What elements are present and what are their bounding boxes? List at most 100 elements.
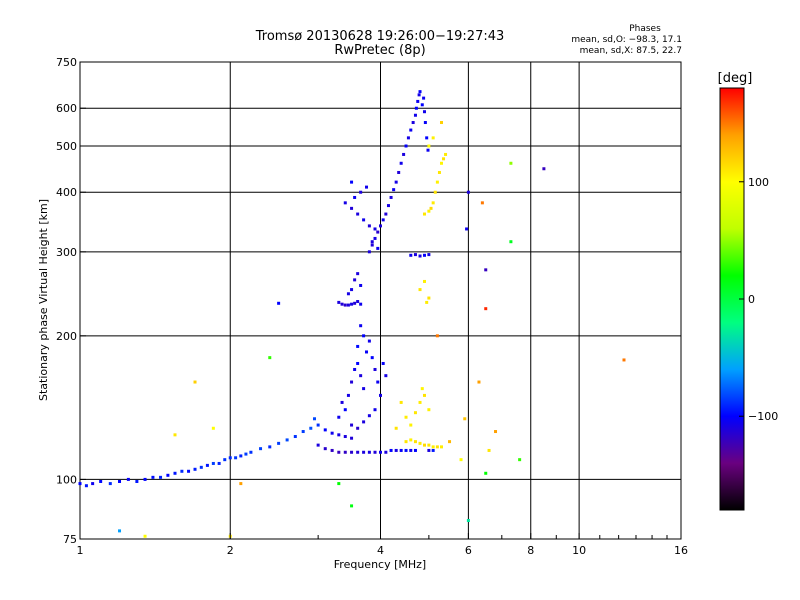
data-point — [373, 367, 377, 371]
data-point — [406, 136, 410, 140]
data-point — [542, 167, 546, 171]
data-point — [427, 408, 431, 412]
data-point — [356, 361, 360, 365]
data-point — [384, 374, 388, 378]
data-point — [367, 450, 371, 454]
chart-title: Tromsø 20130628 19:26:00−19:27:43 — [255, 29, 505, 44]
data-point — [394, 180, 398, 184]
data-point — [143, 534, 147, 538]
data-point — [420, 387, 424, 391]
data-point — [411, 121, 415, 125]
data-point — [463, 417, 467, 421]
data-point — [359, 190, 363, 194]
data-point — [173, 471, 177, 475]
data-point — [211, 426, 215, 430]
data-point — [373, 236, 377, 240]
data-point — [356, 272, 360, 276]
data-point — [199, 465, 203, 469]
data-point — [367, 250, 371, 254]
data-point — [392, 188, 396, 192]
data-point — [337, 482, 341, 486]
data-point — [399, 400, 403, 404]
data-point — [353, 367, 357, 371]
data-point — [389, 195, 393, 199]
data-point — [350, 288, 354, 292]
data-point — [268, 445, 272, 449]
y-tick-label: 100 — [56, 473, 77, 486]
data-point — [427, 448, 431, 452]
data-point — [440, 161, 444, 165]
data-point — [350, 436, 354, 440]
data-point — [384, 212, 388, 216]
data-point — [367, 339, 371, 343]
data-point — [373, 450, 377, 454]
data-point — [437, 170, 441, 174]
data-point — [409, 423, 413, 427]
data-point — [487, 448, 491, 452]
data-point — [422, 212, 426, 216]
data-point — [350, 504, 354, 508]
grid — [80, 62, 681, 539]
data-point — [509, 161, 513, 165]
data-point — [389, 448, 393, 452]
data-point — [343, 450, 347, 454]
data-point — [418, 90, 422, 94]
data-point — [414, 106, 418, 110]
y-tick-label: 600 — [56, 102, 77, 115]
data-point — [359, 302, 363, 306]
data-point — [394, 448, 398, 452]
data-point — [350, 206, 354, 210]
data-point — [353, 278, 357, 282]
data-point — [433, 190, 437, 194]
data-point — [448, 440, 452, 444]
data-point — [285, 438, 289, 442]
data-point — [356, 300, 360, 304]
data-point — [477, 380, 481, 384]
data-point — [409, 128, 413, 132]
data-point — [350, 180, 354, 184]
data-point — [330, 431, 334, 435]
data-point — [356, 450, 360, 454]
data-point — [386, 204, 390, 208]
data-point — [404, 448, 408, 452]
data-point — [108, 482, 112, 486]
data-point — [151, 475, 155, 479]
y-tick-label: 750 — [56, 56, 77, 69]
data-point — [370, 243, 374, 247]
data-point — [343, 435, 347, 439]
data-point — [359, 324, 363, 328]
data-point — [427, 443, 431, 447]
data-point — [409, 448, 413, 452]
data-point — [418, 441, 422, 445]
data-point — [429, 206, 433, 210]
data-point — [484, 471, 488, 475]
data-point — [418, 254, 422, 258]
x-tick-label: 8 — [527, 544, 534, 557]
y-axis: 75 100 200 300 400 500 600 750 — [56, 56, 86, 546]
data-point — [193, 467, 197, 471]
data-point — [223, 458, 227, 462]
data-point — [404, 144, 408, 148]
data-point — [173, 433, 177, 437]
data-point — [370, 356, 374, 360]
data-point — [166, 473, 170, 477]
data-point — [239, 454, 243, 458]
data-point — [384, 450, 388, 454]
data-point — [413, 253, 417, 257]
data-point — [293, 435, 297, 439]
data-point — [379, 393, 382, 397]
y-tick-label: 300 — [56, 246, 77, 259]
data-point — [362, 420, 366, 424]
data-point — [316, 443, 320, 447]
data-point — [187, 469, 191, 473]
data-point — [422, 253, 426, 257]
data-point — [340, 400, 344, 404]
data-point — [420, 103, 424, 107]
data-point — [444, 152, 448, 156]
phases-line-x: mean, sd,X: 87.5, 22.7 — [580, 46, 682, 56]
data-point — [422, 393, 426, 397]
data-point — [217, 461, 221, 465]
data-point — [234, 456, 238, 460]
data-point — [211, 461, 215, 465]
data-point — [373, 227, 377, 231]
